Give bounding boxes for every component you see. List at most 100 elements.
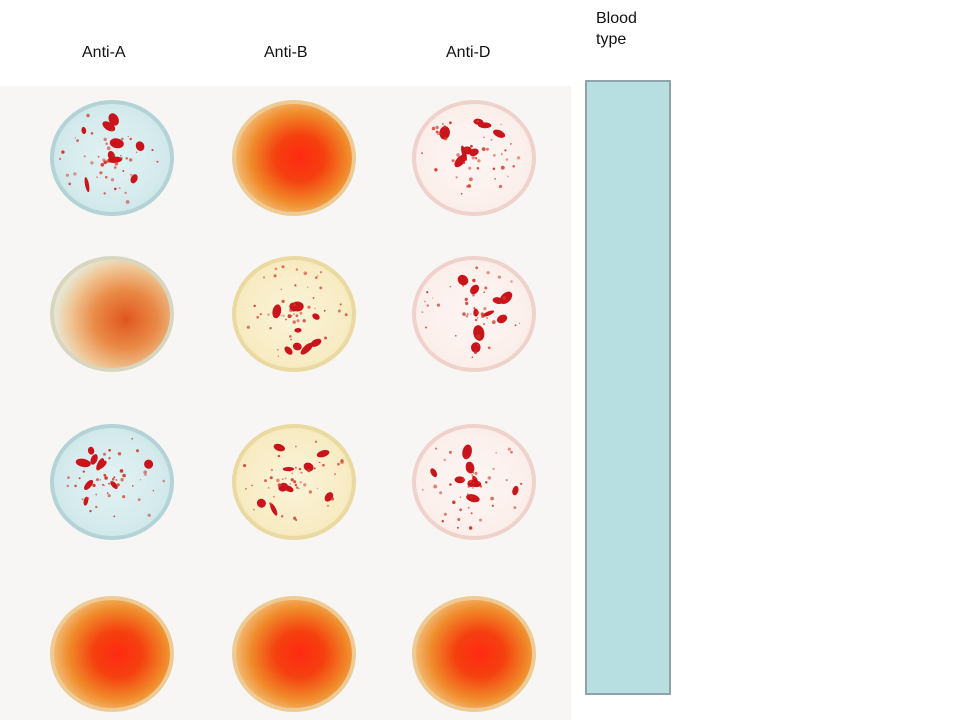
agglutination-clump <box>284 485 294 493</box>
agglutination-speck <box>479 485 483 488</box>
agglutination-clump <box>439 126 450 140</box>
agglutination-speck <box>298 467 302 471</box>
agglutination-speck <box>125 157 128 160</box>
agglutination-speck <box>520 482 523 485</box>
agglutination-speck <box>443 136 448 141</box>
agglutination-speck <box>135 151 138 153</box>
blood-typing-photo <box>0 86 571 720</box>
agglutination-speck <box>491 504 494 507</box>
agglutination-speck <box>99 171 103 175</box>
agglutination-clump <box>130 174 138 184</box>
agglutination-speck <box>253 304 256 308</box>
agglutination-speck <box>501 153 503 155</box>
agglutination-speck <box>107 494 111 498</box>
agglutination-speck <box>156 160 159 163</box>
agglutination-speck <box>485 481 488 484</box>
agglutination-speck <box>307 305 311 309</box>
agglutination-speck <box>114 187 117 191</box>
agglutination-speck <box>498 184 503 189</box>
well-row1-anti-b <box>232 100 356 216</box>
agglutination-clump <box>81 126 87 135</box>
agglutination-speck <box>284 477 287 480</box>
agglutination-speck <box>143 470 147 475</box>
agglutination-speck <box>96 176 98 178</box>
agglutination-speck <box>443 458 446 462</box>
agglutination-speck <box>307 286 309 288</box>
agglutination-speck <box>455 176 458 179</box>
blood-type-answer-box[interactable] <box>585 80 671 695</box>
agglutination-speck <box>114 162 119 166</box>
agglutination-speck <box>486 317 488 319</box>
agglutination-speck <box>125 200 130 204</box>
agglutination-speck <box>474 318 478 322</box>
agglutination-speck <box>518 322 521 324</box>
agglutination-clump <box>473 325 485 341</box>
agglutination-speck <box>490 138 493 141</box>
well-row3-anti-d <box>412 424 536 540</box>
agglutination-speck <box>502 296 507 300</box>
agglutination-speck <box>136 449 139 453</box>
agglutination-speck <box>74 137 76 139</box>
agglutination-speck <box>144 473 147 476</box>
agglutination-speck <box>472 293 475 297</box>
agglutination-speck <box>122 170 125 172</box>
agglutination-speck <box>435 125 439 130</box>
agglutination-speck <box>74 484 77 488</box>
agglutination-speck <box>481 147 486 151</box>
agglutination-speck <box>65 173 69 177</box>
well-row4-anti-a <box>50 596 174 712</box>
agglutination-speck <box>108 456 111 460</box>
agglutination-speck <box>513 506 517 510</box>
agglutination-speck <box>295 486 299 489</box>
agglutination-clump <box>272 304 282 319</box>
blood-type-label-line2: type <box>596 31 627 48</box>
column-label-anti-a: Anti-A <box>82 44 126 61</box>
agglutination-speck <box>472 278 476 283</box>
agglutination-speck <box>119 469 124 473</box>
agglutination-speck <box>449 121 452 125</box>
agglutination-speck <box>472 472 475 474</box>
agglutination-clump <box>108 113 119 126</box>
agglutination-speck <box>124 191 127 194</box>
well-row3-anti-b <box>232 424 356 540</box>
agglutination-speck <box>246 325 250 329</box>
agglutination-speck <box>464 297 468 302</box>
agglutination-speck <box>139 479 141 481</box>
agglutination-speck <box>103 192 106 195</box>
well-fill <box>236 600 352 708</box>
agglutination-speck <box>494 178 496 180</box>
agglutination-speck <box>122 495 126 499</box>
agglutination-speck <box>465 301 469 305</box>
agglutination-speck <box>290 338 292 341</box>
agglutination-speck <box>474 471 478 475</box>
agglutination-speck <box>277 348 279 351</box>
agglutination-speck <box>337 309 341 313</box>
agglutination-clump <box>470 284 480 295</box>
agglutination-speck <box>253 508 255 511</box>
agglutination-clump <box>273 443 286 452</box>
agglutination-speck <box>289 483 291 485</box>
agglutination-speck <box>326 504 330 507</box>
agglutination-speck <box>137 498 141 501</box>
agglutination-speck <box>289 308 293 313</box>
agglutination-clump <box>469 148 479 157</box>
agglutination-speck <box>507 447 511 451</box>
agglutination-speck <box>277 355 280 357</box>
agglutination-speck <box>470 144 473 148</box>
agglutination-clump <box>135 141 145 151</box>
agglutination-speck <box>92 483 96 488</box>
well-row3-anti-a <box>50 424 174 540</box>
agglutination-clump <box>75 458 91 468</box>
agglutination-clump <box>496 314 508 324</box>
agglutination-speck <box>120 154 122 157</box>
agglutination-speck <box>303 271 308 276</box>
agglutination-speck <box>270 468 274 472</box>
agglutination-clump <box>303 462 314 472</box>
agglutination-speck <box>82 470 85 473</box>
agglutination-speck <box>467 313 469 315</box>
agglutination-clump <box>109 138 124 149</box>
agglutination-clump <box>256 498 266 508</box>
agglutination-speck <box>433 484 438 489</box>
agglutination-speck <box>507 175 509 177</box>
agglutination-speck <box>116 483 120 487</box>
